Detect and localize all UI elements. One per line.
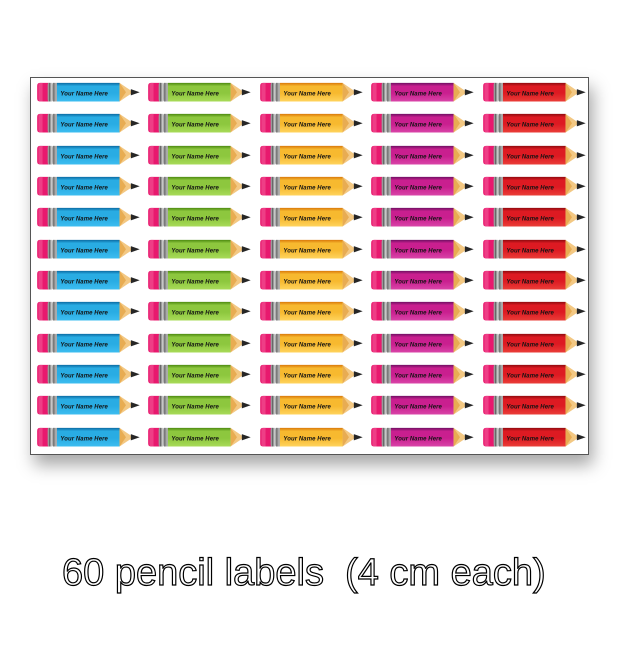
svg-text:Your Name Here: Your Name Here — [395, 280, 443, 286]
svg-text:Your Name Here: Your Name Here — [506, 217, 554, 223]
svg-text:Your Name Here: Your Name Here — [395, 186, 443, 192]
svg-text:Your Name Here: Your Name Here — [506, 186, 554, 192]
svg-text:Your Name Here: Your Name Here — [172, 280, 220, 286]
svg-text:Your Name Here: Your Name Here — [395, 405, 443, 411]
svg-text:Your Name Here: Your Name Here — [283, 217, 331, 223]
svg-text:Your Name Here: Your Name Here — [172, 92, 220, 98]
svg-text:Your Name Here: Your Name Here — [60, 280, 108, 286]
svg-text:Your Name Here: Your Name Here — [172, 374, 220, 380]
svg-text:Your Name Here: Your Name Here — [60, 92, 108, 98]
svg-text:Your Name Here: Your Name Here — [395, 248, 443, 254]
svg-text:Your Name Here: Your Name Here — [283, 311, 331, 317]
svg-text:Your Name Here: Your Name Here — [60, 186, 108, 192]
svg-text:Your Name Here: Your Name Here — [283, 123, 331, 129]
svg-text:Your Name Here: Your Name Here — [395, 311, 443, 317]
svg-text:Your Name Here: Your Name Here — [395, 92, 443, 98]
svg-text:Your Name Here: Your Name Here — [506, 123, 554, 129]
svg-text:Your Name Here: Your Name Here — [172, 217, 220, 223]
svg-text:Your Name Here: Your Name Here — [395, 123, 443, 129]
svg-text:Your Name Here: Your Name Here — [60, 342, 108, 348]
svg-text:Your Name Here: Your Name Here — [506, 405, 554, 411]
svg-text:Your Name Here: Your Name Here — [60, 311, 108, 317]
svg-text:Your Name Here: Your Name Here — [60, 405, 108, 411]
svg-text:Your Name Here: Your Name Here — [172, 186, 220, 192]
svg-text:Your Name Here: Your Name Here — [60, 436, 108, 442]
svg-text:Your Name Here: Your Name Here — [60, 154, 108, 160]
svg-text:Your Name Here: Your Name Here — [283, 436, 331, 442]
svg-text:Your Name Here: Your Name Here — [506, 374, 554, 380]
svg-text:Your Name Here: Your Name Here — [60, 123, 108, 129]
svg-text:Your Name Here: Your Name Here — [506, 248, 554, 254]
svg-text:Your Name Here: Your Name Here — [506, 280, 554, 286]
svg-text:Your Name Here: Your Name Here — [283, 374, 331, 380]
svg-text:Your Name Here: Your Name Here — [283, 405, 331, 411]
svg-text:Your Name Here: Your Name Here — [60, 217, 108, 223]
svg-text:Your Name Here: Your Name Here — [60, 374, 108, 380]
svg-text:Your Name Here: Your Name Here — [283, 248, 331, 254]
svg-text:Your Name Here: Your Name Here — [172, 436, 220, 442]
svg-text:Your Name Here: Your Name Here — [172, 248, 220, 254]
svg-text:Your Name Here: Your Name Here — [506, 92, 554, 98]
svg-text:Your Name Here: Your Name Here — [395, 217, 443, 223]
svg-text:Your Name Here: Your Name Here — [172, 342, 220, 348]
svg-text:Your Name Here: Your Name Here — [395, 436, 443, 442]
svg-text:Your Name Here: Your Name Here — [172, 123, 220, 129]
svg-text:Your Name Here: Your Name Here — [506, 436, 554, 442]
svg-text:Your Name Here: Your Name Here — [283, 186, 331, 192]
svg-text:Your Name Here: Your Name Here — [283, 342, 331, 348]
svg-text:Your Name Here: Your Name Here — [506, 154, 554, 160]
svg-text:Your Name Here: Your Name Here — [506, 311, 554, 317]
svg-text:Your Name Here: Your Name Here — [506, 342, 554, 348]
svg-text:Your Name Here: Your Name Here — [395, 342, 443, 348]
svg-text:Your Name Here: Your Name Here — [395, 374, 443, 380]
svg-text:Your Name Here: Your Name Here — [395, 154, 443, 160]
svg-text:Your Name Here: Your Name Here — [172, 405, 220, 411]
svg-text:Your Name Here: Your Name Here — [283, 92, 331, 98]
svg-text:Your Name Here: Your Name Here — [283, 280, 331, 286]
svg-text:Your Name Here: Your Name Here — [60, 248, 108, 254]
svg-text:Your Name Here: Your Name Here — [172, 154, 220, 160]
svg-text:Your Name Here: Your Name Here — [283, 154, 331, 160]
svg-text:Your Name Here: Your Name Here — [172, 311, 220, 317]
